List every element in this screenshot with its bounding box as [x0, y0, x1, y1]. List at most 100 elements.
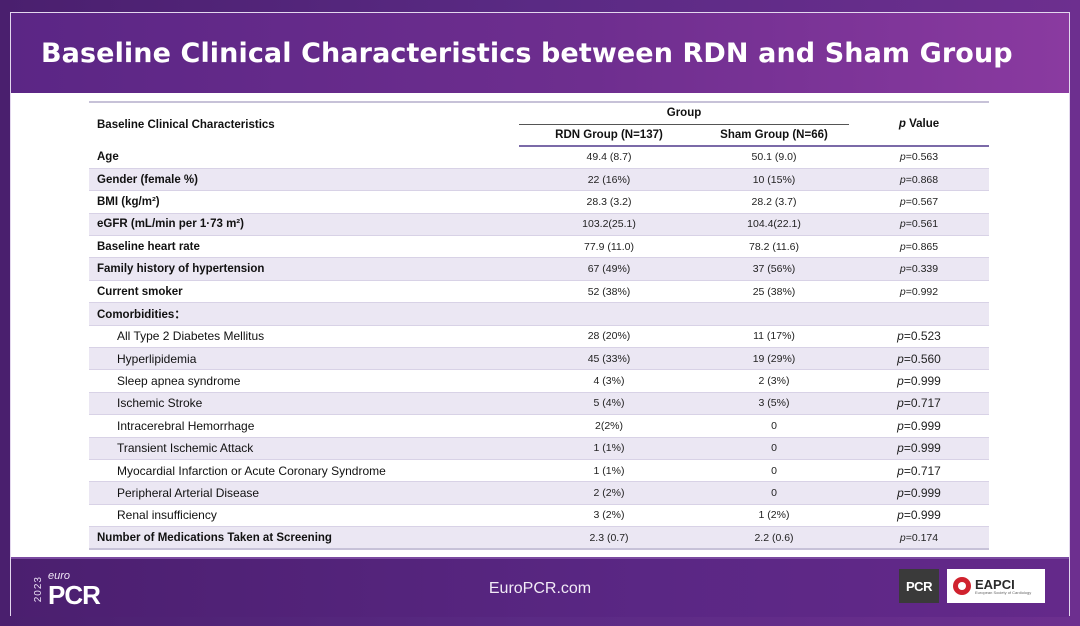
header-group: Group: [519, 102, 849, 125]
p-number: =0.999: [903, 441, 941, 456]
p-value: p=0.717: [849, 392, 989, 416]
rdn-value: 67 (49%): [519, 257, 699, 281]
eapci-subtitle: European Society of Cardiology: [975, 589, 1032, 595]
p-value: [849, 302, 989, 326]
rdn-value: 4 (3%): [519, 369, 699, 393]
eapci-logo: EAPCI European Society of Cardiology: [947, 569, 1045, 603]
row-label: Comorbidities：: [89, 302, 519, 326]
rdn-value: 49.4 (8.7): [519, 146, 699, 169]
row-label: Transient Ischemic Attack: [89, 437, 519, 460]
footer-url[interactable]: EuroPCR.com: [488, 580, 592, 597]
p-number: =0.999: [903, 486, 941, 501]
table-row: Ischemic Stroke 5 (4%) 3 (5%) p=0.717: [89, 392, 989, 416]
p-letter: p: [897, 374, 904, 389]
table-row: Current smoker 52 (38%) 25 (38%) p=0.992: [89, 280, 989, 304]
p-value: p=0.523: [849, 325, 989, 349]
p-number: =0.563: [905, 151, 939, 164]
table-row: Myocardial Infarction or Acute Coronary …: [89, 459, 989, 483]
table-header: Baseline Clinical Characteristics Group …: [89, 102, 989, 147]
p-letter: p: [897, 396, 904, 411]
table-row: Intracerebral Hemorrhage 2(2%) 0 p=0.999: [89, 414, 989, 438]
row-label: BMI (kg/m²): [89, 190, 519, 214]
rdn-value: 5 (4%): [519, 392, 699, 416]
table-row: All Type 2 Diabetes Mellitus 28 (20%) 11 (…: [89, 325, 989, 349]
p-number: =0.999: [903, 508, 941, 523]
p-number: =0.561: [905, 218, 939, 231]
p-letter: p: [897, 418, 904, 433]
p-value: p=0.999: [849, 481, 989, 505]
p-value: p=0.567: [849, 190, 989, 214]
p-value: p=0.992: [849, 280, 989, 304]
sham-value: 0: [699, 437, 849, 460]
table-row: BMI (kg/m²) 28.3 (3.2) 28.2 (3.7) p=0.567: [89, 190, 989, 214]
sham-value: 1 (2%): [699, 504, 849, 528]
table-row: Renal insufficiency 3 (2%) 1 (2%) p=0.999: [89, 504, 989, 528]
p-letter: p: [897, 441, 904, 456]
partner-logos: PCR EAPCI European Society of Cardiology: [899, 569, 1045, 603]
p-letter: p: [897, 463, 904, 478]
header-row-top: Baseline Clinical Characteristics Group …: [89, 102, 989, 147]
rdn-value: 2 (2%): [519, 481, 699, 505]
rdn-value: 2(2%): [519, 414, 699, 438]
row-label: Current smoker: [89, 280, 519, 304]
table-row: Baseline heart rate 77.9 (11.0) 78.2 (11.6…: [89, 235, 989, 259]
table-row: Age 49.4 (8.7) 50.1 (9.0) p=0.563: [89, 146, 989, 169]
table-row: Transient Ischemic Attack 1 (1%) 0 p=0.999: [89, 437, 989, 460]
p-value: p=0.999: [849, 504, 989, 528]
pcr-badge-logo: PCR: [899, 569, 939, 603]
p-letter: p: [899, 531, 906, 544]
p-value: p=0.865: [849, 235, 989, 259]
header-p-letter: p: [898, 118, 906, 130]
p-number: =0.567: [905, 195, 939, 208]
p-number: =0.174: [905, 531, 939, 544]
p-letter: p: [899, 151, 906, 164]
p-value: p=0.868: [849, 168, 989, 192]
header-characteristics: Baseline Clinical Characteristics: [97, 118, 275, 131]
header-sham-group: Sham Group (N=66): [699, 124, 849, 147]
p-number: =0.865: [905, 240, 939, 253]
p-value: p=0.561: [849, 213, 989, 237]
sham-value: 0: [699, 481, 849, 505]
logo-pcr: PCR: [48, 579, 101, 610]
header-row-sub: RDN Group (N=137) Sham Group (N=66): [89, 124, 989, 147]
p-number: =0.717: [903, 463, 941, 478]
rdn-value: 52 (38%): [519, 280, 699, 304]
row-label: Sleep apnea syndrome: [89, 369, 519, 393]
rdn-value: 1 (1%): [519, 437, 699, 460]
table-row: Gender (female %) 22 (16%) 10 (15%) p=0.868: [89, 168, 989, 192]
heart-icon: [953, 577, 971, 595]
p-letter: p: [897, 351, 904, 366]
sham-value: 37 (56%): [699, 257, 849, 281]
p-number: =0.339: [905, 263, 939, 276]
logo-stack: euro PCR: [48, 570, 101, 610]
p-value: p=0.563: [849, 146, 989, 169]
row-label: Renal insufficiency: [89, 504, 519, 528]
header-p-suffix: Value: [905, 118, 940, 130]
p-number: =0.523: [903, 329, 941, 344]
sham-value: 19 (29%): [699, 347, 849, 371]
p-number: =0.560: [903, 351, 941, 366]
p-value: p=0.999: [849, 369, 989, 393]
p-value: p=0.560: [849, 347, 989, 371]
table-row: Family history of hypertension 67 (49%) 37…: [89, 257, 989, 281]
sham-value: 0: [699, 459, 849, 483]
rdn-value: 45 (33%): [519, 347, 699, 371]
table-row: Comorbidities：: [89, 302, 989, 326]
row-label: Gender (female %): [89, 168, 519, 192]
p-letter: p: [899, 173, 906, 186]
sham-value: 10 (15%): [699, 168, 849, 192]
sham-value: 11 (17%): [699, 325, 849, 349]
table-row: eGFR (mL/min per 1·73 m²) 103.2(25.1) 104.…: [89, 213, 989, 237]
table-row: Peripheral Arterial Disease 2 (2%) 0 p=0.99…: [89, 481, 989, 505]
table-body: Age 49.4 (8.7) 50.1 (9.0) p=0.563 Gender (fe…: [89, 146, 989, 551]
europcr-logo: 2023 euro PCR: [33, 565, 101, 613]
rdn-value: 28 (20%): [519, 325, 699, 349]
sham-value: 28.2 (3.7): [699, 190, 849, 214]
p-letter: p: [897, 508, 904, 523]
sham-value: 104.4(22.1): [699, 213, 849, 237]
p-number: =0.868: [905, 173, 939, 186]
rdn-value: [519, 302, 699, 326]
row-label: All Type 2 Diabetes Mellitus: [89, 325, 519, 349]
header-rdn-group: RDN Group (N=137): [519, 124, 699, 147]
p-letter: p: [897, 329, 904, 344]
